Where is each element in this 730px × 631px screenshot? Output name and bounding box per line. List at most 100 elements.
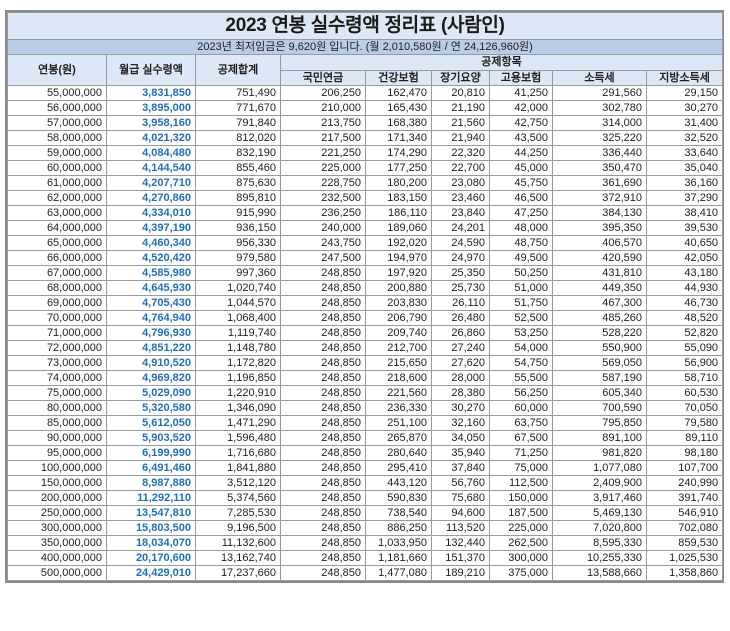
cell-health-insurance: 186,110 (365, 205, 432, 221)
cell-employment-insurance: 55,500 (489, 370, 553, 386)
cell-deduction-total: 5,374,560 (195, 490, 281, 506)
cell-health-insurance: 194,970 (365, 250, 432, 266)
cell-local-income-tax: 107,700 (645, 460, 724, 476)
cell-employment-insurance: 225,000 (489, 520, 553, 536)
cell-health-insurance: 180,200 (365, 175, 432, 191)
cell-income-tax: 587,190 (552, 370, 647, 386)
table-row: 350,000,000 18,034,070 11,132,600 248,850 1,… (7, 535, 724, 551)
table-row: 56,000,000 3,895,000 771,670 210,000 165,430… (7, 100, 724, 116)
cell-local-income-tax: 1,025,530 (645, 550, 724, 566)
cell-pension: 221,250 (280, 145, 366, 161)
table-row: 73,000,000 4,910,520 1,172,820 248,850 215,6… (7, 355, 724, 371)
cell-salary: 300,000,000 (7, 520, 107, 536)
cell-income-tax: 981,820 (552, 445, 647, 461)
cell-salary: 71,000,000 (7, 325, 107, 341)
cell-deduction-total: 11,132,600 (195, 535, 281, 551)
cell-longterm-care: 24,590 (431, 235, 490, 251)
cell-longterm-care: 28,000 (431, 370, 490, 386)
cell-local-income-tax: 31,400 (645, 115, 724, 131)
cell-salary: 66,000,000 (7, 250, 107, 266)
cell-health-insurance: 1,477,080 (365, 565, 432, 581)
cell-income-tax: 528,220 (552, 325, 647, 341)
cell-income-tax: 325,220 (552, 130, 647, 146)
cell-local-income-tax: 44,930 (645, 280, 724, 296)
cell-income-tax: 431,810 (552, 265, 647, 281)
header-health-insurance: 건강보험 (365, 69, 432, 86)
cell-employment-insurance: 54,750 (489, 355, 553, 371)
table-title: 2023 연봉 실수령액 정리표 (사람인) (6, 12, 724, 40)
cell-health-insurance: 174,290 (365, 145, 432, 161)
cell-deduction-total: 915,990 (195, 205, 281, 221)
cell-salary: 69,000,000 (7, 295, 107, 311)
cell-deduction-total: 1,716,680 (195, 445, 281, 461)
header-net-monthly: 월급 실수령액 (106, 54, 196, 86)
cell-net-monthly: 15,803,500 (106, 520, 196, 536)
cell-local-income-tax: 43,180 (645, 265, 724, 281)
table-row: 85,000,000 5,612,050 1,471,290 248,850 251,1… (7, 415, 724, 431)
cell-deduction-total: 1,119,740 (195, 325, 281, 341)
cell-income-tax: 336,440 (552, 145, 647, 161)
cell-net-monthly: 4,764,940 (106, 310, 196, 326)
cell-employment-insurance: 48,000 (489, 220, 553, 236)
cell-net-monthly: 24,429,010 (106, 565, 196, 581)
cell-local-income-tax: 60,530 (645, 385, 724, 401)
cell-longterm-care: 22,320 (431, 145, 490, 161)
cell-pension: 248,850 (280, 475, 366, 491)
cell-longterm-care: 25,730 (431, 280, 490, 296)
cell-local-income-tax: 48,520 (645, 310, 724, 326)
cell-net-monthly: 4,021,320 (106, 130, 196, 146)
cell-health-insurance: 165,430 (365, 100, 432, 116)
cell-pension: 247,500 (280, 250, 366, 266)
header-employment-insurance: 고용보험 (489, 69, 553, 86)
cell-salary: 350,000,000 (7, 535, 107, 551)
cell-health-insurance: 162,470 (365, 85, 432, 101)
table-row: 65,000,000 4,460,340 956,330 243,750 192,020… (7, 235, 724, 251)
cell-salary: 74,000,000 (7, 370, 107, 386)
cell-longterm-care: 26,860 (431, 325, 490, 341)
cell-net-monthly: 4,207,710 (106, 175, 196, 191)
table-row: 300,000,000 15,803,500 9,196,500 248,850 886… (7, 520, 724, 536)
cell-salary: 63,000,000 (7, 205, 107, 221)
table-row: 75,000,000 5,029,090 1,220,910 248,850 221,5… (7, 385, 724, 401)
cell-employment-insurance: 54,000 (489, 340, 553, 356)
cell-local-income-tax: 38,410 (645, 205, 724, 221)
table-row: 100,000,000 6,491,460 1,841,880 248,850 295,… (7, 460, 724, 476)
cell-pension: 228,750 (280, 175, 366, 191)
cell-pension: 248,850 (280, 385, 366, 401)
header-longterm-care: 장기요양 (431, 69, 490, 86)
cell-longterm-care: 28,380 (431, 385, 490, 401)
cell-net-monthly: 4,084,480 (106, 145, 196, 161)
cell-employment-insurance: 49,500 (489, 250, 553, 266)
cell-health-insurance: 203,830 (365, 295, 432, 311)
cell-income-tax: 7,020,800 (552, 520, 647, 536)
cell-local-income-tax: 58,710 (645, 370, 724, 386)
cell-income-tax: 350,470 (552, 160, 647, 176)
cell-health-insurance: 221,560 (365, 385, 432, 401)
cell-income-tax: 2,409,900 (552, 475, 647, 491)
cell-salary: 56,000,000 (7, 100, 107, 116)
cell-net-monthly: 13,547,810 (106, 505, 196, 521)
cell-pension: 248,850 (280, 520, 366, 536)
cell-pension: 210,000 (280, 100, 366, 116)
cell-salary: 75,000,000 (7, 385, 107, 401)
cell-deduction-total: 791,840 (195, 115, 281, 131)
cell-salary: 65,000,000 (7, 235, 107, 251)
cell-health-insurance: 251,100 (365, 415, 432, 431)
cell-employment-insurance: 51,000 (489, 280, 553, 296)
table-row: 72,000,000 4,851,220 1,148,780 248,850 212,7… (7, 340, 724, 356)
cell-longterm-care: 56,760 (431, 475, 490, 491)
cell-health-insurance: 168,380 (365, 115, 432, 131)
cell-longterm-care: 32,160 (431, 415, 490, 431)
cell-income-tax: 795,850 (552, 415, 647, 431)
cell-pension: 248,850 (280, 565, 366, 581)
table-row: 57,000,000 3,958,160 791,840 213,750 168,380… (7, 115, 724, 131)
cell-pension: 248,850 (280, 400, 366, 416)
cell-salary: 64,000,000 (7, 220, 107, 236)
cell-pension: 248,850 (280, 265, 366, 281)
cell-health-insurance: 206,790 (365, 310, 432, 326)
cell-local-income-tax: 98,180 (645, 445, 724, 461)
cell-salary: 55,000,000 (7, 85, 107, 101)
cell-income-tax: 485,260 (552, 310, 647, 326)
cell-pension: 248,850 (280, 550, 366, 566)
cell-deduction-total: 771,670 (195, 100, 281, 116)
